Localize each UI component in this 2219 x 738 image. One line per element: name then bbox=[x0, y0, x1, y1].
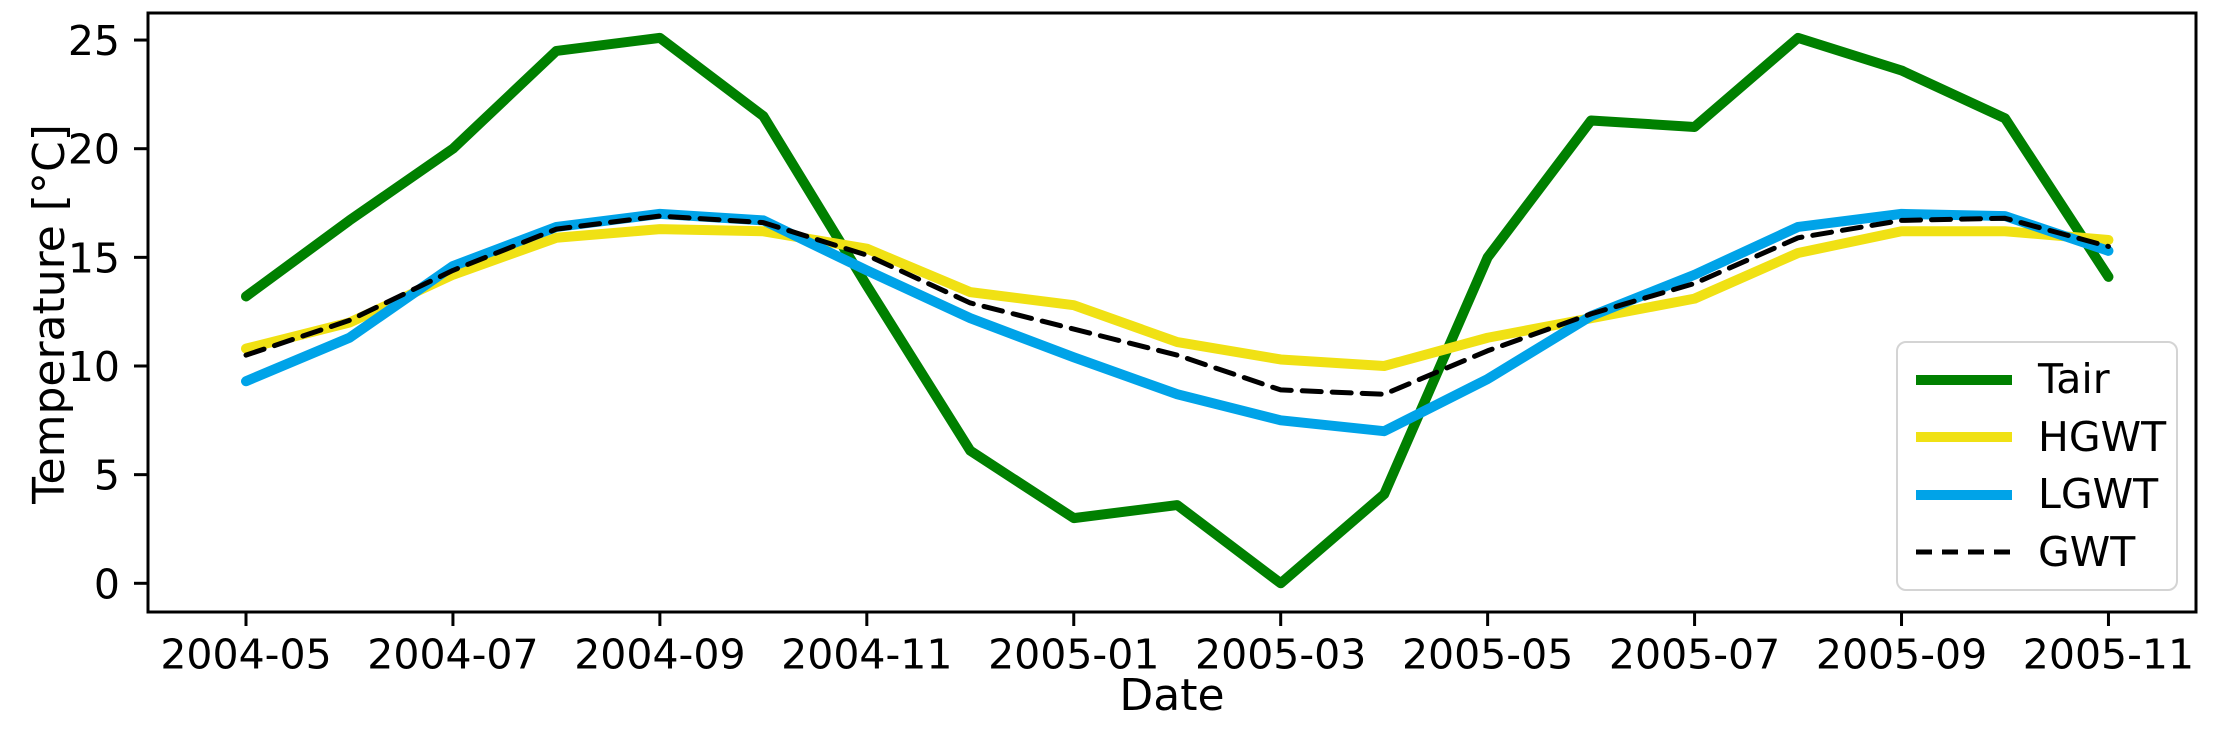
x-tick-label: 2004-05 bbox=[160, 630, 331, 678]
y-tick-label: 25 bbox=[68, 17, 120, 65]
legend-item-lgwt: LGWT bbox=[1914, 474, 2176, 515]
x-tick-label: 2005-05 bbox=[1402, 630, 1573, 678]
legend-item-gwt: GWT bbox=[1914, 527, 2176, 576]
series-line-hgwt bbox=[241, 224, 2114, 371]
legend-swatch-hgwt bbox=[1916, 432, 2012, 443]
y-tick-label: 5 bbox=[94, 452, 120, 500]
y-tick-label: 20 bbox=[68, 126, 120, 174]
legend-label-tair: Tair bbox=[2038, 355, 2110, 404]
series-line-tair bbox=[241, 32, 2114, 589]
x-tick-label: 2005-11 bbox=[2023, 630, 2194, 678]
legend-label-gwt: GWT bbox=[2038, 527, 2136, 576]
x-axis-label: Date bbox=[1119, 670, 1225, 721]
y-tick-label: 15 bbox=[68, 234, 120, 282]
legend-swatch-gwt bbox=[1916, 549, 2012, 555]
x-tick-label: 2004-09 bbox=[574, 630, 745, 678]
legend-item-hgwt: HGWT bbox=[1914, 412, 2176, 461]
legend-swatch-tair bbox=[1916, 374, 2012, 385]
y-axis-label: Temperature [°C] bbox=[24, 124, 75, 504]
x-tick-label: 2004-11 bbox=[781, 630, 952, 678]
y-tick-label: 0 bbox=[94, 560, 120, 608]
legend-label-lgwt: LGWT bbox=[2038, 470, 2159, 519]
legend-swatch-lgwt bbox=[1916, 489, 2012, 500]
y-tick-label: 10 bbox=[68, 343, 120, 391]
legend-label-hgwt: HGWT bbox=[2038, 412, 2167, 461]
series-line-gwt bbox=[243, 213, 2111, 397]
x-tick-label: 2005-03 bbox=[1195, 630, 1366, 678]
x-tick-label: 2005-07 bbox=[1609, 630, 1780, 678]
legend: Tair HGWT LGWT GWT bbox=[1896, 341, 2178, 591]
legend-item-tair: Tair bbox=[1914, 359, 2176, 400]
x-tick-label: 2004-07 bbox=[367, 630, 538, 678]
x-tick-label: 2005-01 bbox=[988, 630, 1159, 678]
x-tick-label: 2005-09 bbox=[1816, 630, 1987, 678]
axes-frame bbox=[146, 11, 2198, 614]
